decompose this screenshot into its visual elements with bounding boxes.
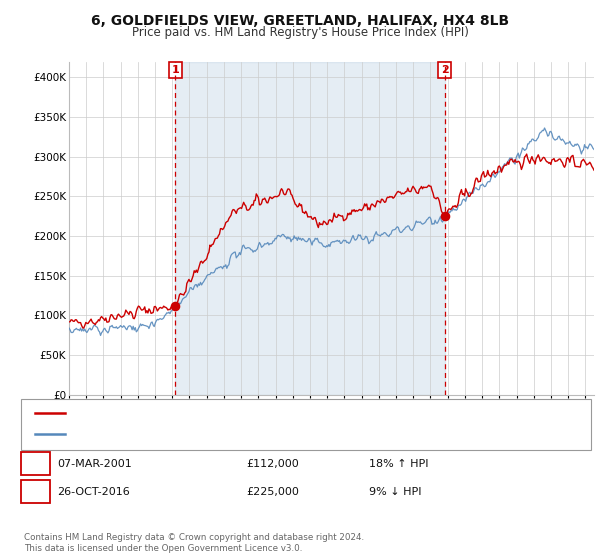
Text: 26-OCT-2016: 26-OCT-2016 bbox=[57, 487, 130, 497]
Text: 1: 1 bbox=[172, 65, 179, 75]
Text: 6, GOLDFIELDS VIEW, GREETLAND, HALIFAX, HX4 8LB (detached house): 6, GOLDFIELDS VIEW, GREETLAND, HALIFAX, … bbox=[72, 408, 431, 418]
Point bbox=[170, 301, 180, 310]
Point bbox=[440, 212, 449, 221]
Text: Contains HM Land Registry data © Crown copyright and database right 2024.
This d: Contains HM Land Registry data © Crown c… bbox=[24, 533, 364, 553]
Bar bbox=[175, 62, 445, 395]
Text: HPI: Average price, detached house, Calderdale: HPI: Average price, detached house, Cald… bbox=[72, 429, 310, 439]
Text: £225,000: £225,000 bbox=[246, 487, 299, 497]
Text: 6, GOLDFIELDS VIEW, GREETLAND, HALIFAX, HX4 8LB: 6, GOLDFIELDS VIEW, GREETLAND, HALIFAX, … bbox=[91, 14, 509, 28]
Text: 9% ↓ HPI: 9% ↓ HPI bbox=[369, 487, 421, 497]
Text: 07-MAR-2001: 07-MAR-2001 bbox=[57, 459, 132, 469]
Text: 1: 1 bbox=[31, 457, 40, 470]
Text: Price paid vs. HM Land Registry's House Price Index (HPI): Price paid vs. HM Land Registry's House … bbox=[131, 26, 469, 39]
Text: 2: 2 bbox=[31, 485, 40, 498]
Text: 18% ↑ HPI: 18% ↑ HPI bbox=[369, 459, 428, 469]
Text: 2: 2 bbox=[441, 65, 448, 75]
Text: £112,000: £112,000 bbox=[246, 459, 299, 469]
